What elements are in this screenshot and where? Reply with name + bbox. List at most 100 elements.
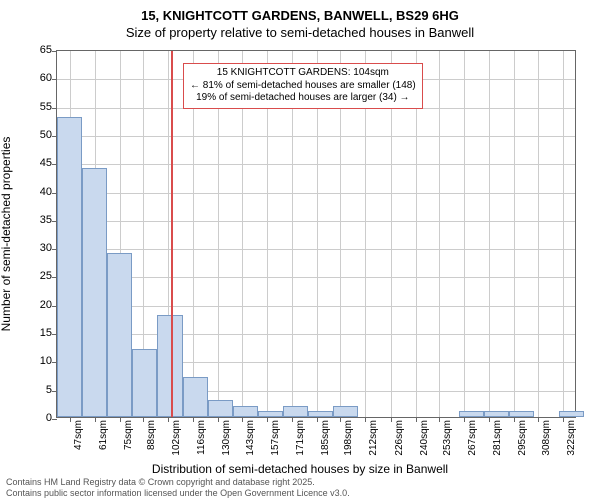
grid-line-v — [538, 51, 539, 417]
x-tick-mark — [538, 417, 539, 422]
credits-line2: Contains public sector information licen… — [6, 488, 350, 498]
histogram-bar — [283, 406, 308, 417]
y-tick-label: 50 — [28, 129, 52, 141]
x-tick-label: 198sqm — [343, 420, 354, 456]
y-tick-label: 0 — [28, 412, 52, 424]
annotation-line: 15 KNIGHTCOTT GARDENS: 104sqm — [190, 67, 416, 80]
x-tick-label: 171sqm — [295, 420, 306, 456]
x-tick-mark — [489, 417, 490, 422]
histogram-bar — [132, 349, 157, 417]
y-tick-mark — [52, 108, 57, 109]
y-tick-label: 25 — [28, 270, 52, 282]
histogram-bar — [559, 411, 584, 417]
grid-line-h — [57, 334, 575, 335]
x-tick-label: 102sqm — [171, 420, 182, 456]
x-tick-mark — [514, 417, 515, 422]
x-tick-label: 253sqm — [442, 420, 453, 456]
histogram-bar — [208, 400, 233, 417]
x-tick-label: 295sqm — [517, 420, 528, 456]
y-tick-label: 30 — [28, 242, 52, 254]
x-tick-label: 226sqm — [394, 420, 405, 456]
y-tick-label: 15 — [28, 327, 52, 339]
histogram-plot: 15 KNIGHTCOTT GARDENS: 104sqm← 81% of se… — [56, 50, 576, 418]
x-tick-label: 61sqm — [98, 420, 109, 450]
grid-line-v — [439, 51, 440, 417]
reference-line — [171, 51, 173, 417]
histogram-bar — [459, 411, 484, 417]
x-tick-mark — [317, 417, 318, 422]
y-tick-label: 45 — [28, 157, 52, 169]
y-tick-label: 5 — [28, 384, 52, 396]
grid-line-h — [57, 221, 575, 222]
histogram-bar — [82, 168, 107, 417]
x-tick-mark — [143, 417, 144, 422]
grid-line-v — [563, 51, 564, 417]
x-tick-label: 185sqm — [320, 420, 331, 456]
y-axis-label: Number of semi-detached properties — [0, 137, 13, 332]
x-tick-label: 116sqm — [196, 420, 207, 455]
x-tick-mark — [563, 417, 564, 422]
x-tick-label: 212sqm — [368, 420, 379, 456]
y-tick-label: 60 — [28, 72, 52, 84]
x-tick-mark — [95, 417, 96, 422]
x-tick-label: 75sqm — [123, 420, 134, 450]
x-tick-label: 47sqm — [73, 420, 84, 450]
credits: Contains HM Land Registry data © Crown c… — [6, 477, 350, 498]
x-tick-mark — [120, 417, 121, 422]
x-tick-label: 157sqm — [270, 420, 281, 456]
grid-line-h — [57, 306, 575, 307]
histogram-bar — [308, 411, 333, 417]
x-tick-mark — [292, 417, 293, 422]
histogram-bar — [183, 377, 208, 417]
x-tick-mark — [439, 417, 440, 422]
y-tick-label: 10 — [28, 355, 52, 367]
annotation-line: 19% of semi-detached houses are larger (… — [190, 92, 416, 105]
grid-line-v — [489, 51, 490, 417]
grid-line-h — [57, 136, 575, 137]
histogram-bar — [509, 411, 534, 417]
x-tick-label: 240sqm — [419, 420, 430, 456]
x-tick-mark — [218, 417, 219, 422]
histogram-bar — [333, 406, 358, 417]
x-tick-mark — [70, 417, 71, 422]
x-tick-mark — [464, 417, 465, 422]
x-tick-label: 143sqm — [245, 420, 256, 456]
grid-line-h — [57, 277, 575, 278]
histogram-bar — [233, 406, 258, 417]
x-tick-mark — [242, 417, 243, 422]
x-tick-mark — [267, 417, 268, 422]
x-tick-label: 267sqm — [467, 420, 478, 456]
x-tick-mark — [365, 417, 366, 422]
page-subtitle: Size of property relative to semi-detach… — [0, 23, 600, 40]
y-tick-label: 20 — [28, 299, 52, 311]
y-tick-mark — [52, 51, 57, 52]
x-tick-mark — [168, 417, 169, 422]
grid-line-v — [514, 51, 515, 417]
y-tick-label: 55 — [28, 101, 52, 113]
x-tick-label: 88sqm — [146, 420, 157, 450]
histogram-bar — [258, 411, 283, 417]
histogram-bar — [107, 253, 132, 417]
histogram-bar — [57, 117, 82, 417]
annotation-box: 15 KNIGHTCOTT GARDENS: 104sqm← 81% of se… — [183, 63, 423, 109]
x-tick-label: 130sqm — [221, 420, 232, 456]
x-tick-label: 281sqm — [492, 420, 503, 456]
y-tick-mark — [52, 419, 57, 420]
grid-line-h — [57, 249, 575, 250]
x-tick-mark — [391, 417, 392, 422]
page-title: 15, KNIGHTCOTT GARDENS, BANWELL, BS29 6H… — [0, 0, 600, 23]
y-tick-label: 35 — [28, 214, 52, 226]
y-tick-label: 65 — [28, 44, 52, 56]
x-tick-label: 322sqm — [566, 420, 577, 456]
histogram-bar — [484, 411, 509, 417]
grid-line-h — [57, 164, 575, 165]
x-tick-label: 308sqm — [541, 420, 552, 456]
y-tick-label: 40 — [28, 186, 52, 198]
x-tick-mark — [193, 417, 194, 422]
grid-line-v — [464, 51, 465, 417]
grid-line-h — [57, 193, 575, 194]
x-axis-label: Distribution of semi-detached houses by … — [0, 462, 600, 476]
credits-line1: Contains HM Land Registry data © Crown c… — [6, 477, 350, 487]
x-tick-mark — [340, 417, 341, 422]
x-tick-mark — [416, 417, 417, 422]
